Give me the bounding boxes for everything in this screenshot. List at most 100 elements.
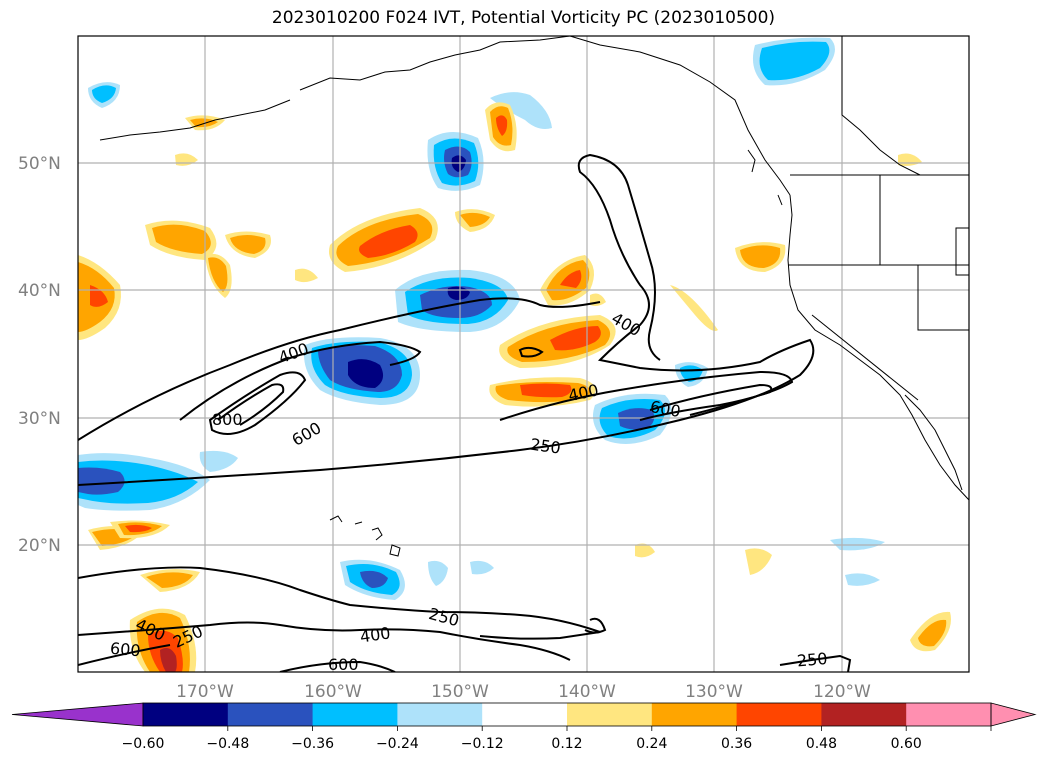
ivt-contour-lower-250 — [78, 566, 601, 640]
pv-positive-region — [745, 548, 772, 575]
pv-negative-region — [78, 467, 125, 495]
lon-label: 140°W — [558, 682, 616, 702]
colorbar-extend-max — [990, 702, 1037, 727]
pv-negative-region — [420, 286, 492, 318]
pv-negative-region — [451, 155, 466, 172]
pv-positive-region — [496, 115, 508, 136]
colorbar-tick-label: 0.12 — [551, 736, 582, 752]
pv-negative-region — [830, 537, 885, 551]
pv-negative-region — [348, 359, 384, 388]
colorbar-tick-label: −0.36 — [291, 736, 334, 752]
pv-positive-region — [918, 619, 947, 647]
pv-positive-region — [670, 285, 718, 331]
lon-label: 160°W — [304, 682, 362, 702]
contour-label: 250 — [796, 649, 828, 671]
ivt-contour-lower-400 — [78, 621, 571, 661]
colorbar-segment — [821, 703, 907, 726]
coastline-layer — [99, 36, 969, 557]
state-borders — [788, 175, 969, 401]
map-frame — [77, 35, 970, 673]
contour-label: 600 — [328, 655, 359, 674]
colorbar-tick-label: 0.60 — [891, 736, 922, 752]
ivt-contour-layer — [78, 153, 852, 672]
pv-positive-region — [460, 212, 490, 227]
lat-label: 30°N — [18, 409, 61, 429]
colorbar-tick-label: 0.36 — [721, 736, 752, 752]
lon-label: 130°W — [685, 682, 743, 702]
pv-positive-region — [230, 235, 266, 254]
colorbar-tick-label: −0.60 — [122, 736, 165, 752]
colorbar-segment — [312, 703, 398, 726]
colorbar-tick-label: −0.12 — [461, 736, 504, 752]
map-graticule — [78, 36, 969, 672]
pv-negative-region — [428, 560, 448, 586]
pv-positive-region — [125, 524, 152, 533]
lat-label: 20°N — [18, 536, 61, 556]
pv-positive-region — [359, 225, 418, 258]
pv-negative-region — [490, 92, 552, 129]
contour-label: 400 — [359, 623, 392, 646]
contour-label: 800 — [212, 410, 243, 429]
pv-negative-region — [759, 41, 830, 81]
baja-coastline — [904, 394, 963, 491]
ivt-contour-400 — [499, 370, 794, 421]
pv-negative-region — [360, 570, 388, 588]
haida-gwaii — [747, 149, 783, 206]
pv-negative-region — [470, 560, 494, 575]
ivt-contour-600 — [649, 383, 773, 416]
colorbar-segment — [567, 703, 653, 726]
pacific-northwest-coastline — [787, 194, 969, 501]
pv-positive-region — [520, 383, 572, 398]
colorbar-segment — [397, 703, 483, 726]
pv-positive-region — [146, 572, 193, 588]
pv-negative-region — [618, 408, 655, 430]
contour-label: 250 — [529, 435, 562, 458]
lat-label: 40°N — [18, 281, 61, 301]
pv-positive-region — [295, 268, 318, 283]
lon-label: 170°W — [176, 682, 234, 702]
colorbar-extend-min — [11, 702, 144, 727]
alaska-coastline — [299, 36, 571, 91]
ivt-contour-loop — [518, 346, 544, 358]
pv-positive-region — [740, 245, 781, 268]
map-title: 2023010200 F024 IVT, Potential Vorticity… — [271, 8, 776, 28]
colorbar-segment — [736, 703, 822, 726]
ivt-contour-250 — [78, 297, 601, 441]
pv-positive-region — [635, 543, 655, 558]
colorbar-tick-label: −0.24 — [376, 736, 419, 752]
ivt-contour-600 — [208, 371, 307, 435]
pv-negative-region — [199, 450, 238, 472]
pv-negative-region — [92, 85, 116, 103]
contour-label: 600 — [109, 639, 141, 661]
ivt-contour-250 — [78, 153, 815, 486]
colorbar-segment — [906, 703, 992, 726]
colorbar-segment — [482, 703, 568, 726]
pv-positive-region — [560, 270, 582, 288]
colorbar-tick-label: −0.48 — [206, 736, 249, 752]
ivt-contour-lower-600 — [78, 644, 396, 672]
alaska-canada-border — [841, 36, 921, 176]
pv-positive-region — [152, 224, 211, 254]
pv-positive-region — [208, 257, 228, 292]
longitude-labels: 170°W 160°W 150°W 140°W 130°W 120°W — [176, 682, 871, 702]
pv-positive-region — [550, 326, 601, 351]
ivt-contour-400 — [179, 340, 422, 421]
colorbar-tick-label: 0.24 — [636, 736, 667, 752]
pv-positive-region — [190, 118, 218, 128]
aleutian-chain — [99, 99, 291, 141]
latitude-labels: 50°N 40°N 30°N 20°N — [18, 154, 61, 556]
colorbar-segment — [651, 703, 738, 726]
ivt-contour-800 — [217, 383, 285, 426]
pv-negative-region — [845, 573, 880, 586]
colorbar: −0.60 −0.48 −0.36 −0.24 −0.12 0.12 0.24 0.36 0.4… — [11, 702, 1037, 752]
colorbar-segment — [227, 703, 314, 726]
colorbar-segment — [143, 703, 229, 726]
colorbar-tick-label: 0.48 — [806, 736, 837, 752]
lon-label: 150°W — [431, 682, 489, 702]
ivt-contour-se-250 — [779, 654, 852, 672]
lon-label: 120°W — [813, 682, 871, 702]
hawaii-islands — [329, 515, 401, 557]
lat-label: 50°N — [18, 154, 61, 174]
pv-positive-region — [160, 648, 177, 672]
